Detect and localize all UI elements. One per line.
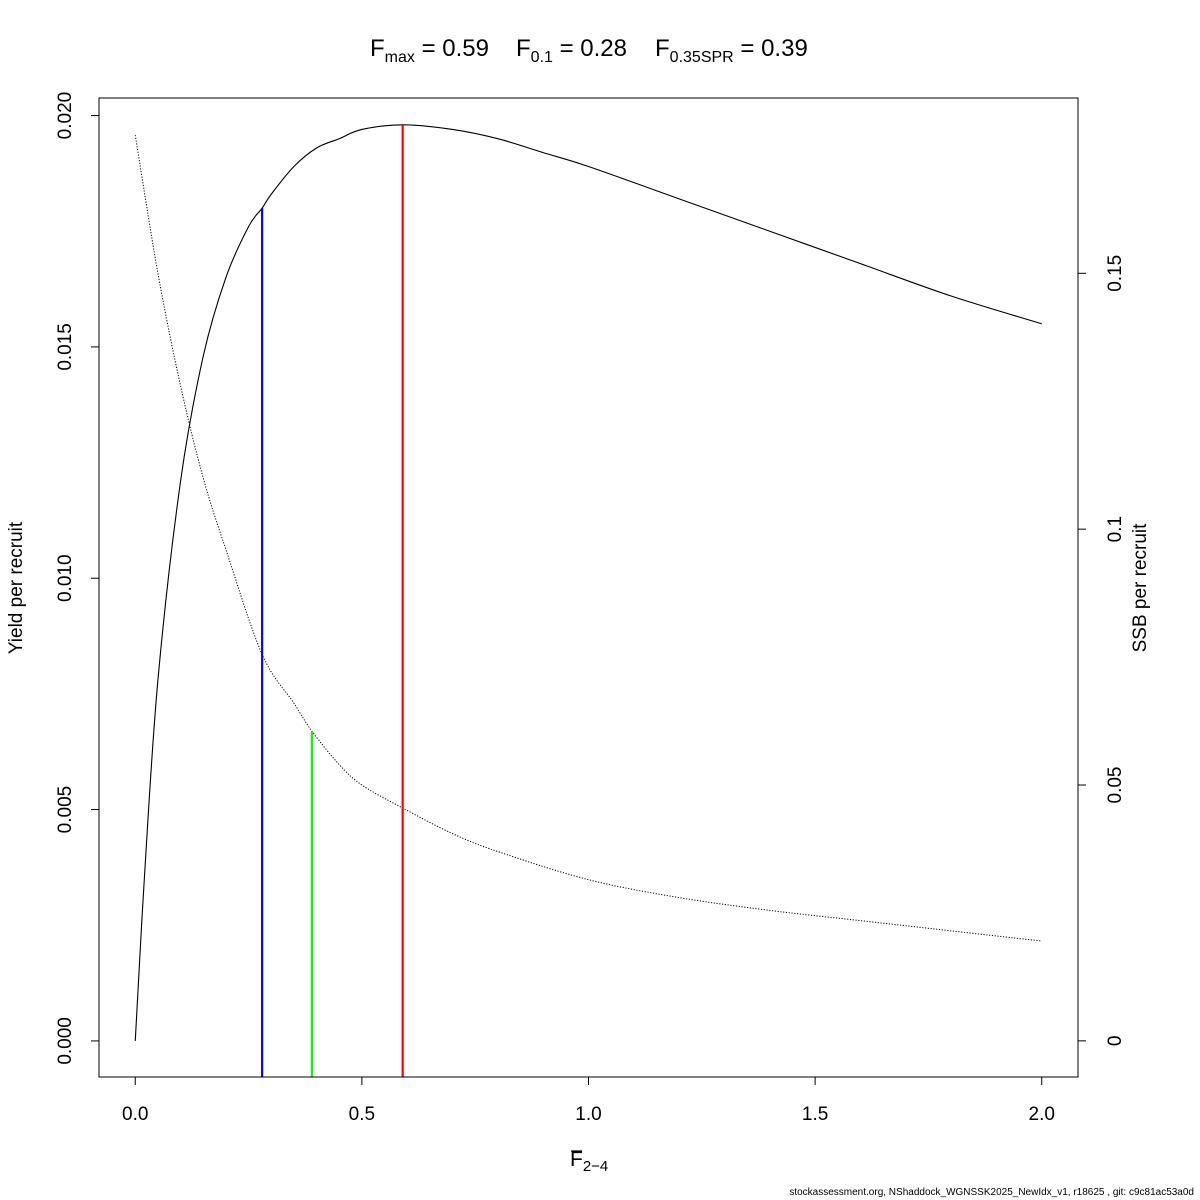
y-axis-right: 0 0.05 0.1 0.15: [1077, 255, 1126, 1047]
y-right-tick-label: 0.1: [1105, 516, 1126, 542]
f01-subscript: 0.1: [531, 49, 553, 66]
y-left-tick-label: 0.000: [55, 1017, 76, 1065]
svg-text:F2−4: F2−4: [570, 1148, 608, 1175]
y-axis-left-label: Yield per recruit: [6, 521, 27, 654]
yield-per-recruit-line: [134, 124, 1042, 1041]
f01-label: F: [516, 35, 531, 62]
svg-text:F0.1 = 0.28: F0.1 = 0.28: [516, 35, 627, 66]
x-axis: 0.0 0.5 1.0 1.5 2.0: [122, 1076, 1055, 1125]
series-layer: [134, 124, 1042, 1041]
x-tick-label: 0.5: [349, 1104, 375, 1125]
y-axis-left: 0.000 0.005 0.010 0.015 0.020: [55, 92, 100, 1065]
x-label-subscript: 2−4: [583, 1158, 608, 1175]
x-tick-label: 1.5: [802, 1104, 828, 1125]
fmax-label: F: [370, 35, 385, 62]
f01-value: 0.28: [580, 35, 627, 62]
svg-text:F0.35SPR = 0.39: F0.35SPR = 0.39: [655, 35, 808, 66]
fspr-value: 0.39: [761, 35, 808, 62]
y-left-tick-label: 0.015: [55, 323, 76, 371]
chart-title: Fmax = 0.59 F0.1 = 0.28 F0.35SPR = 0.39: [370, 35, 808, 66]
y-axis-right-label: SSB per recruit: [1130, 523, 1151, 653]
y-left-tick-label: 0.010: [55, 554, 76, 602]
x-tick-label: 0.0: [122, 1104, 148, 1125]
y-right-tick-label: 0.05: [1105, 767, 1126, 804]
x-tick-label: 1.0: [575, 1104, 601, 1125]
footer-credit: stockassessment.org, NShaddock_WGNSSK202…: [789, 1187, 1194, 1198]
y-left-tick-label: 0.020: [55, 92, 76, 140]
y-right-tick-label: 0: [1105, 1036, 1126, 1047]
fspr-subscript: 0.35SPR: [670, 49, 734, 66]
y-left-tick-label: 0.005: [55, 786, 76, 834]
svg-text:Fmax = 0.59: Fmax = 0.59: [370, 35, 489, 66]
x-axis-label: F2−4: [570, 1148, 608, 1175]
x-label-main: F: [570, 1148, 583, 1171]
ssb-per-recruit-line: [134, 135, 1042, 942]
fmax-subscript: max: [385, 49, 415, 66]
x-tick-label: 2.0: [1029, 1104, 1055, 1125]
reference-lines: [261, 124, 404, 1077]
y-right-tick-label: 0.15: [1105, 255, 1126, 292]
fspr-label: F: [655, 35, 670, 62]
fmax-value: 0.59: [442, 35, 489, 62]
plot-frame: [98, 97, 1079, 1078]
